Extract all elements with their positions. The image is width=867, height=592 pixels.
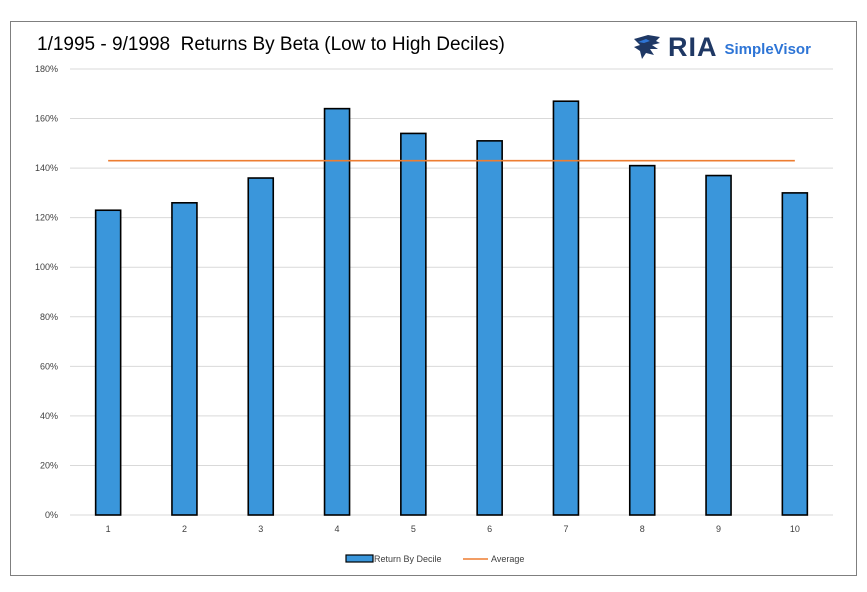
y-axis-tick-labels: 0% 20% 40% 60% 80% 100% 120% 140% 160% 180% [35, 64, 58, 520]
bar-decile-9 [705, 174, 732, 516]
bar-decile-10 [781, 192, 809, 516]
y-tick-label: 80% [40, 312, 58, 322]
bar-decile-1 [94, 209, 122, 516]
x-tick-label: 2 [182, 524, 187, 534]
x-tick-label: 8 [640, 524, 645, 534]
legend: Return By Decile Average [345, 554, 524, 564]
y-tick-label: 120% [35, 213, 58, 223]
x-tick-label: 1 [106, 524, 111, 534]
y-tick-label: 180% [35, 64, 58, 74]
bar-decile-2 [171, 202, 198, 516]
bar-decile-3 [247, 177, 275, 516]
logo-simplevisor-text: SimpleVisor [724, 40, 811, 58]
chart-title: 1/1995 - 9/1998 Returns By Beta (Low to … [37, 34, 505, 55]
y-tick-label: 140% [35, 163, 58, 173]
y-tick-label: 0% [45, 510, 58, 520]
legend-swatch-return-by-decile [345, 554, 374, 563]
x-tick-label: 6 [487, 524, 492, 534]
x-tick-label: 5 [411, 524, 416, 534]
y-tick-label: 160% [35, 114, 58, 124]
legend-label-average: Average [491, 554, 524, 564]
bar-decile-6 [476, 140, 503, 516]
bar-decile-5 [400, 132, 427, 516]
y-tick-label: 100% [35, 262, 58, 272]
x-tick-label: 10 [790, 524, 800, 534]
x-axis-tick-labels: 1 2 3 4 5 6 7 8 9 10 [106, 524, 800, 534]
x-tick-label: 7 [563, 524, 568, 534]
eagle-head-icon [634, 35, 660, 59]
ria-simplevisor-logo: RIA SimpleVisor [632, 31, 811, 63]
x-tick-label: 9 [716, 524, 721, 534]
legend-label-return-by-decile: Return By Decile [374, 554, 442, 564]
x-tick-label: 3 [258, 524, 263, 534]
bar-decile-8 [628, 164, 656, 516]
bar-decile-4 [323, 107, 351, 516]
y-tick-label: 20% [40, 460, 58, 470]
y-tick-label: 40% [40, 411, 58, 421]
logo-ria-text: RIA [668, 31, 718, 62]
x-tick-label: 4 [335, 524, 340, 534]
y-tick-label: 60% [40, 361, 58, 371]
bar-decile-7 [552, 100, 580, 516]
bar-series [94, 100, 809, 516]
